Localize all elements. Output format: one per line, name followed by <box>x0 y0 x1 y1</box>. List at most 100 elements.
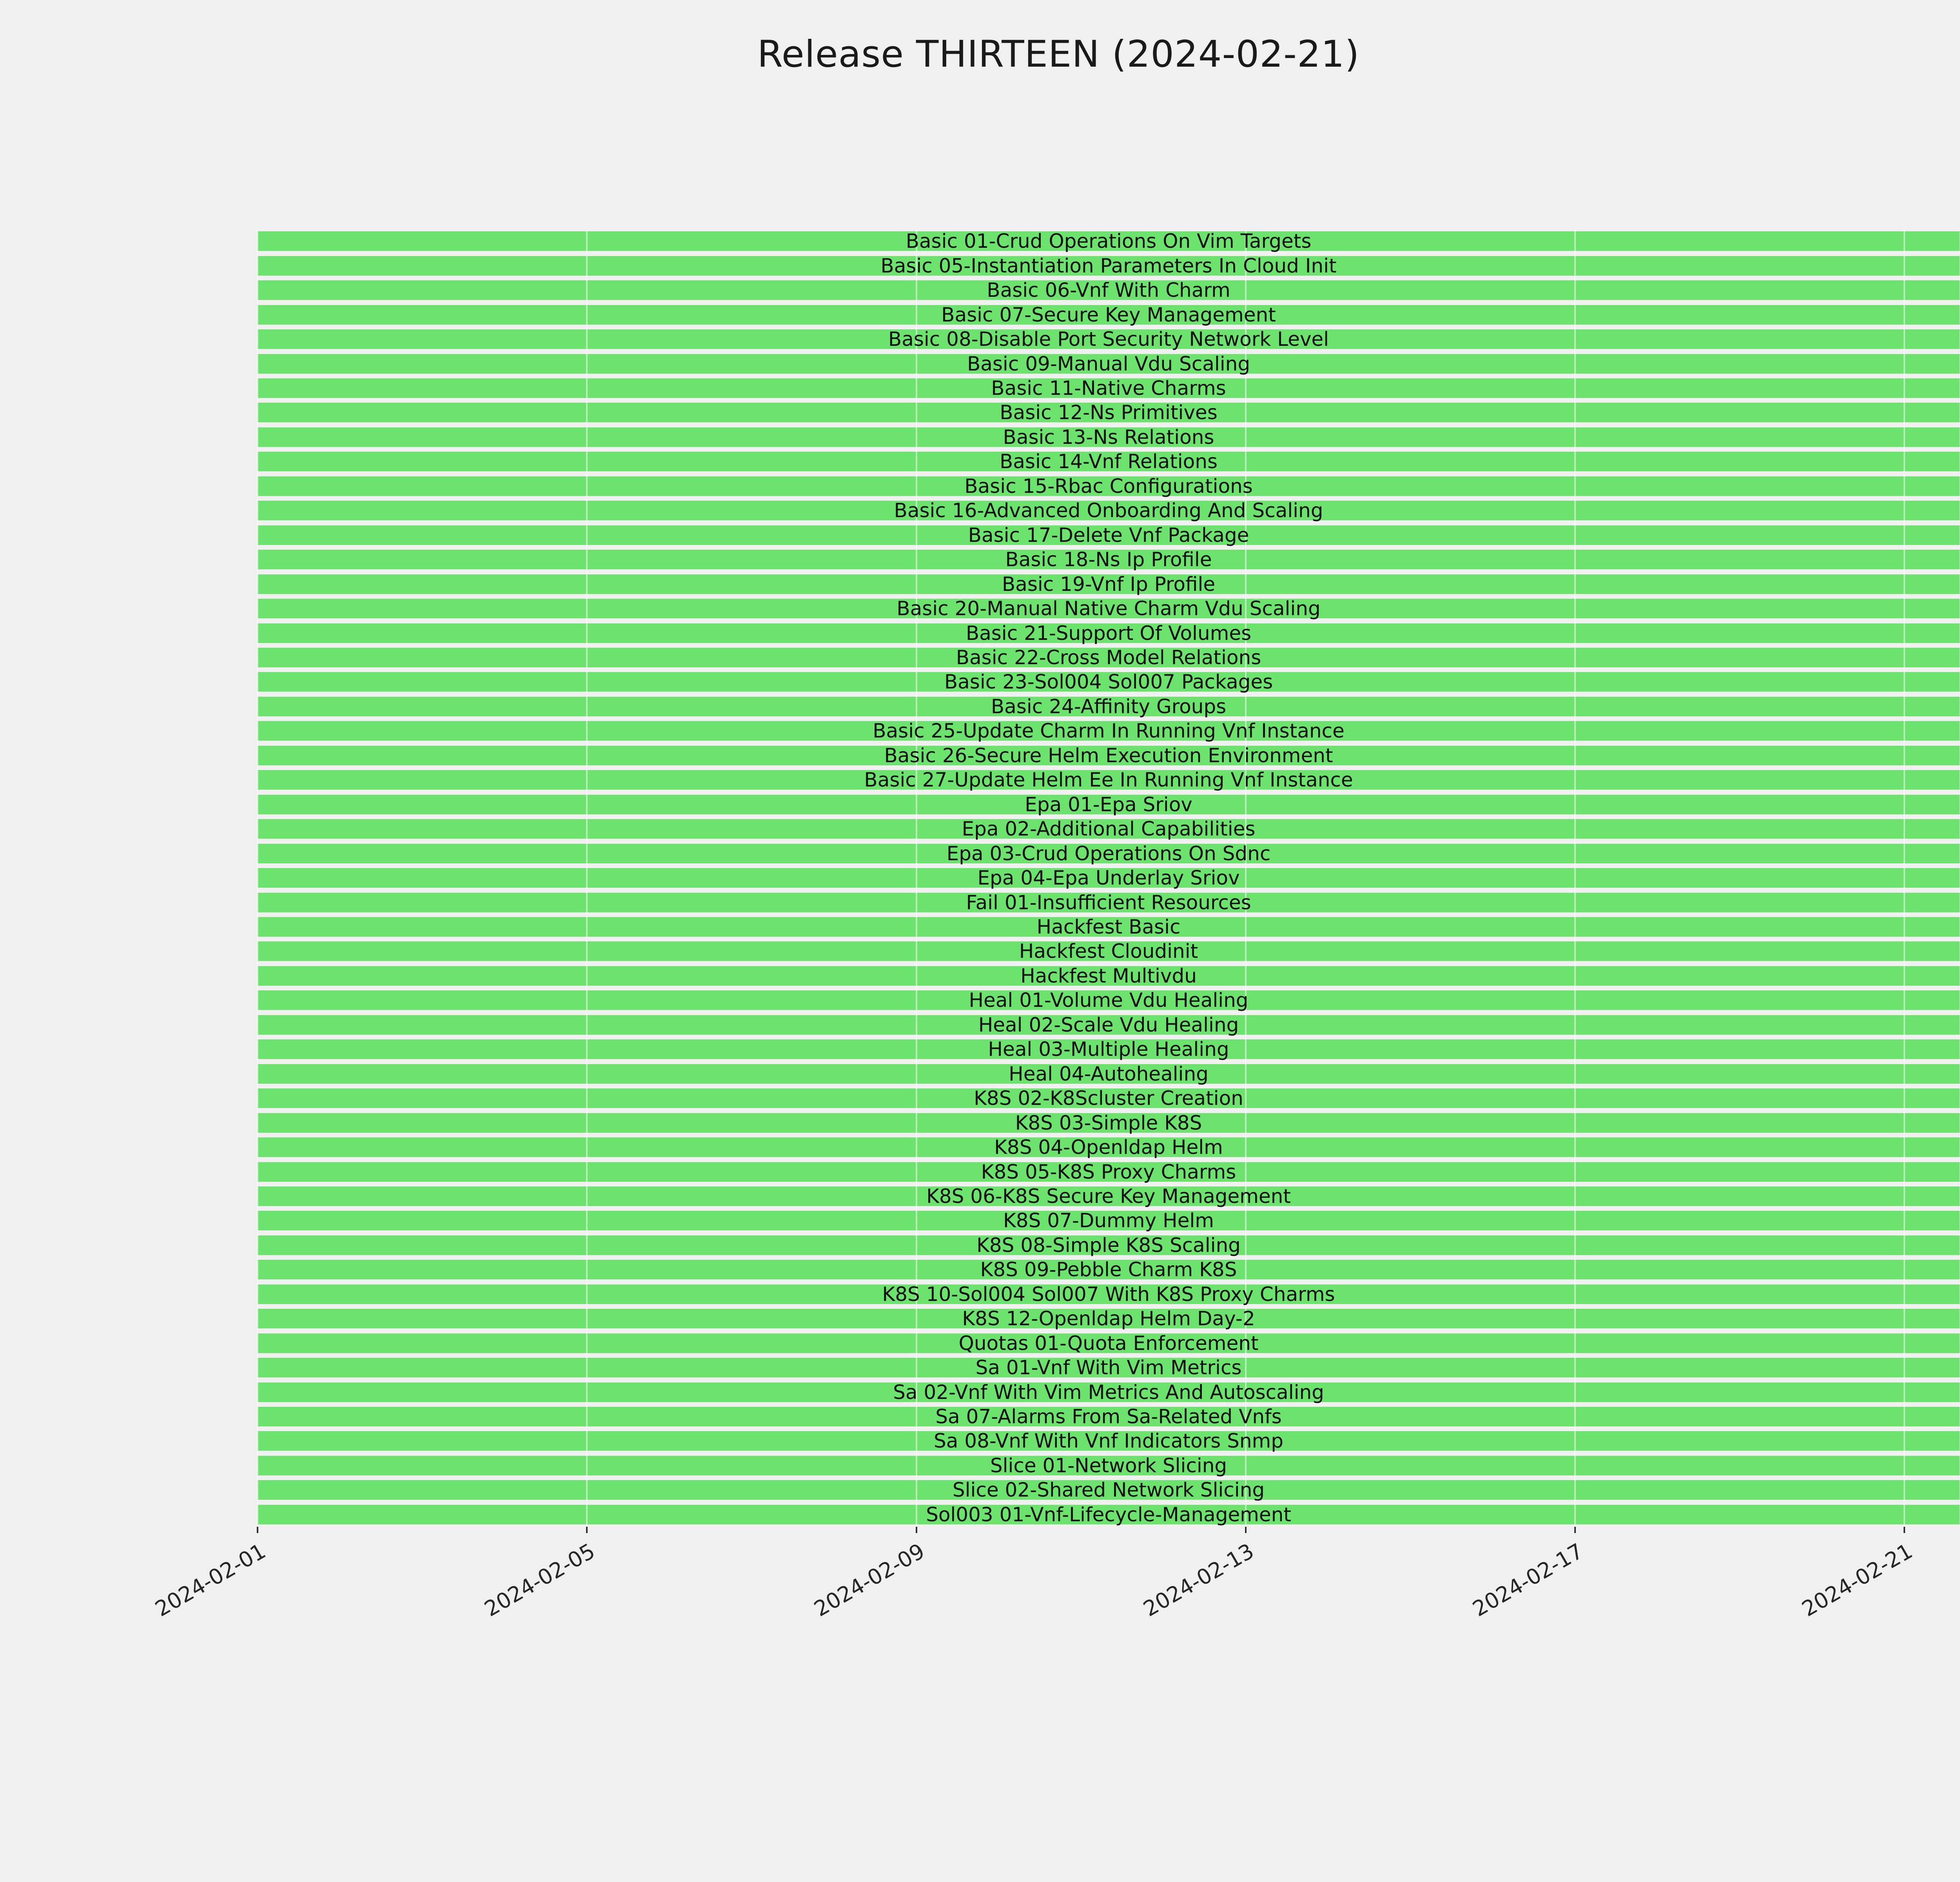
gantt-bar: Basic 24-Affinity Groups <box>258 695 1960 718</box>
gantt-bar: Epa 04-Epa Underlay Sriov <box>258 868 1960 888</box>
gantt-bar-label: Basic 01-Crud Operations On Vim Targets <box>906 230 1312 253</box>
gantt-bar: Basic 25-Update Charm In Running Vnf Ins… <box>258 721 1960 741</box>
gantt-bar: K8S 06-K8S Secure Key Management <box>258 1186 1960 1206</box>
gantt-bar-label: Hackfest Multivdu <box>1020 964 1197 987</box>
gantt-bar: Basic 12-Ns Primitives <box>258 403 1960 423</box>
gantt-bar-label: Sol003 01-Vnf-Lifecycle-Management <box>926 1503 1291 1526</box>
gantt-bar: K8S 03-Simple K8S <box>258 1113 1960 1133</box>
gantt-bar: Heal 04-Autohealing <box>258 1064 1960 1084</box>
gantt-bar-label: Slice 02-Shared Network Slicing <box>952 1479 1265 1502</box>
gantt-bar: Heal 02-Scale Vdu Healing <box>258 1015 1960 1035</box>
gantt-bar: Epa 03-Crud Operations On Sdnc <box>258 843 1960 863</box>
gantt-bar-label: Sa 07-Alarms From Sa-Related Vnfs <box>935 1405 1282 1428</box>
gantt-bar-label: K8S 07-Dummy Helm <box>1003 1209 1214 1232</box>
gantt-bar: Basic 19-Vnf Ip Profile <box>258 574 1960 594</box>
x-axis-tick-label: 2024-02-05 <box>480 1539 599 1622</box>
gantt-bar-label: K8S 09-Pebble Charm K8S <box>980 1258 1237 1281</box>
gridline <box>1245 229 1247 1527</box>
gridline <box>257 229 258 1527</box>
gantt-bar-label: Basic 21-Support Of Volumes <box>965 621 1252 645</box>
gantt-bar-label: Hackfest Cloudinit <box>1019 940 1198 963</box>
x-axis-tick-label: 2024-02-01 <box>151 1539 270 1622</box>
gantt-bar-label: Basic 07-Secure Key Management <box>941 303 1276 326</box>
gridline <box>586 229 588 1527</box>
gantt-bar: Sa 01-Vnf With Vim Metrics <box>258 1358 1960 1378</box>
gantt-bar: Hackfest Cloudinit <box>258 941 1960 961</box>
gantt-bar: Sa 07-Alarms From Sa-Related Vnfs <box>258 1407 1960 1426</box>
gantt-bar-label: Quotas 01-Quota Enforcement <box>958 1332 1259 1355</box>
gantt-bar-label: Basic 13-Ns Relations <box>1003 425 1214 449</box>
gantt-bar-label: Basic 16-Advanced Onboarding And Scaling <box>894 499 1323 522</box>
x-tick-mark <box>257 1527 258 1533</box>
gantt-bar: Epa 01-Epa Sriov <box>258 793 1960 816</box>
gantt-bar-label: Basic 06-Vnf With Charm <box>987 279 1230 302</box>
gantt-bar: Basic 16-Advanced Onboarding And Scaling <box>258 499 1960 522</box>
gantt-bar-label: Epa 01-Epa Sriov <box>1025 793 1192 816</box>
gantt-bar: Basic 14-Vnf Relations <box>258 450 1960 473</box>
gantt-bar: Fail 01-Insufficient Resources <box>258 891 1960 914</box>
gantt-bar: Sol003 01-Vnf-Lifecycle-Management <box>258 1503 1960 1526</box>
gantt-bar-label: Basic 20-Manual Native Charm Vdu Scaling <box>897 597 1321 620</box>
gridline <box>1574 229 1576 1527</box>
gantt-bar-label: Heal 04-Autohealing <box>1009 1062 1209 1085</box>
chart-title: Release THIRTEEN (2024-02-21) <box>757 33 1360 76</box>
gantt-bar-label: Epa 04-Epa Underlay Sriov <box>977 867 1240 889</box>
gantt-bar-label: K8S 10-Sol004 Sol007 With K8S Proxy Char… <box>882 1283 1335 1306</box>
gantt-bar: Heal 01-Volume Vdu Healing <box>258 990 1960 1010</box>
gantt-bar: K8S 08-Simple K8S Scaling <box>258 1235 1960 1255</box>
gantt-bar: K8S 02-K8Scluster Creation <box>258 1088 1960 1108</box>
gantt-bar-label: Basic 09-Manual Vdu Scaling <box>967 352 1250 375</box>
x-tick-mark <box>1574 1527 1576 1533</box>
gantt-bar: Hackfest Basic <box>258 917 1960 937</box>
gantt-bar: Basic 01-Crud Operations On Vim Targets <box>258 231 1960 251</box>
gantt-bar: Basic 20-Manual Native Charm Vdu Scaling <box>258 599 1960 618</box>
gantt-bar: K8S 10-Sol004 Sol007 With K8S Proxy Char… <box>258 1284 1960 1304</box>
gantt-bar: Basic 17-Delete Vnf Package <box>258 525 1960 545</box>
gantt-bar-label: Fail 01-Insufficient Resources <box>966 891 1251 914</box>
gantt-bar: Slice 02-Shared Network Slicing <box>258 1480 1960 1500</box>
x-tick-mark <box>1245 1527 1247 1533</box>
x-axis-tick-label: 2024-02-17 <box>1468 1539 1588 1622</box>
gantt-bar: Basic 15-Rbac Configurations <box>258 476 1960 496</box>
gantt-bar-label: Basic 18-Ns Ip Profile <box>1005 548 1212 571</box>
x-axis-tick-label: 2024-02-21 <box>1798 1539 1917 1622</box>
plot-area: Basic 01-Crud Operations On Vim Targets B… <box>257 229 1960 1527</box>
gantt-bar-label: Basic 22-Cross Model Relations <box>956 646 1261 669</box>
gantt-bar-label: Basic 27-Update Helm Ee In Running Vnf I… <box>864 768 1353 792</box>
gantt-bar: Basic 23-Sol004 Sol007 Packages <box>258 672 1960 692</box>
gantt-bar: Basic 26-Secure Helm Execution Environme… <box>258 744 1960 767</box>
gantt-bar-label: Basic 23-Sol004 Sol007 Packages <box>944 670 1273 694</box>
gantt-bar: Basic 21-Support Of Volumes <box>258 623 1960 643</box>
gantt-bar-label: Heal 03-Multiple Healing <box>988 1038 1229 1061</box>
gantt-bar-label: Basic 15-Rbac Configurations <box>964 474 1253 498</box>
gantt-bar-label: Hackfest Basic <box>1036 915 1181 938</box>
gantt-bar-label: K8S 12-Openldap Helm Day-2 <box>962 1307 1255 1330</box>
gantt-bar: Quotas 01-Quota Enforcement <box>258 1333 1960 1353</box>
gantt-bar-label: K8S 02-K8Scluster Creation <box>974 1087 1243 1110</box>
gantt-bar-label: Basic 24-Affinity Groups <box>991 695 1227 718</box>
gantt-bar: Basic 11-Native Charms <box>258 378 1960 398</box>
gantt-bar-label: Slice 01-Network Slicing <box>990 1454 1227 1477</box>
gantt-bar-label: Basic 17-Delete Vnf Package <box>968 523 1249 547</box>
x-tick-mark <box>586 1527 588 1533</box>
x-axis-tick-label: 2024-02-09 <box>809 1539 929 1622</box>
gantt-bar-label: Epa 02-Additional Capabilities <box>962 817 1256 841</box>
x-tick-mark <box>1904 1527 1906 1533</box>
gantt-bar: Heal 03-Multiple Healing <box>258 1039 1960 1059</box>
gantt-bar: Basic 07-Secure Key Management <box>258 305 1960 325</box>
gantt-bar-label: Basic 26-Secure Helm Execution Environme… <box>884 744 1333 767</box>
gantt-bar-label: Basic 11-Native Charms <box>991 377 1226 400</box>
gantt-bar-label: Basic 14-Vnf Relations <box>999 450 1218 473</box>
gantt-bar: Basic 27-Update Helm Ee In Running Vnf I… <box>258 770 1960 790</box>
gantt-bar: K8S 07-Dummy Helm <box>258 1209 1960 1232</box>
x-tick-mark <box>915 1527 917 1533</box>
gantt-bar-label: Heal 01-Volume Vdu Healing <box>969 989 1249 1012</box>
gantt-bar-label: Heal 02-Scale Vdu Healing <box>978 1013 1239 1036</box>
gantt-bar: Basic 05-Instantiation Parameters In Clo… <box>258 256 1960 276</box>
gantt-bar-label: K8S 05-K8S Proxy Charms <box>981 1160 1236 1183</box>
gantt-bar: K8S 12-Openldap Helm Day-2 <box>258 1307 1960 1330</box>
gridline <box>1904 229 1906 1527</box>
gantt-bar-label: Basic 25-Update Charm In Running Vnf Ins… <box>873 719 1345 743</box>
gantt-bar-label: Basic 19-Vnf Ip Profile <box>1002 572 1216 596</box>
